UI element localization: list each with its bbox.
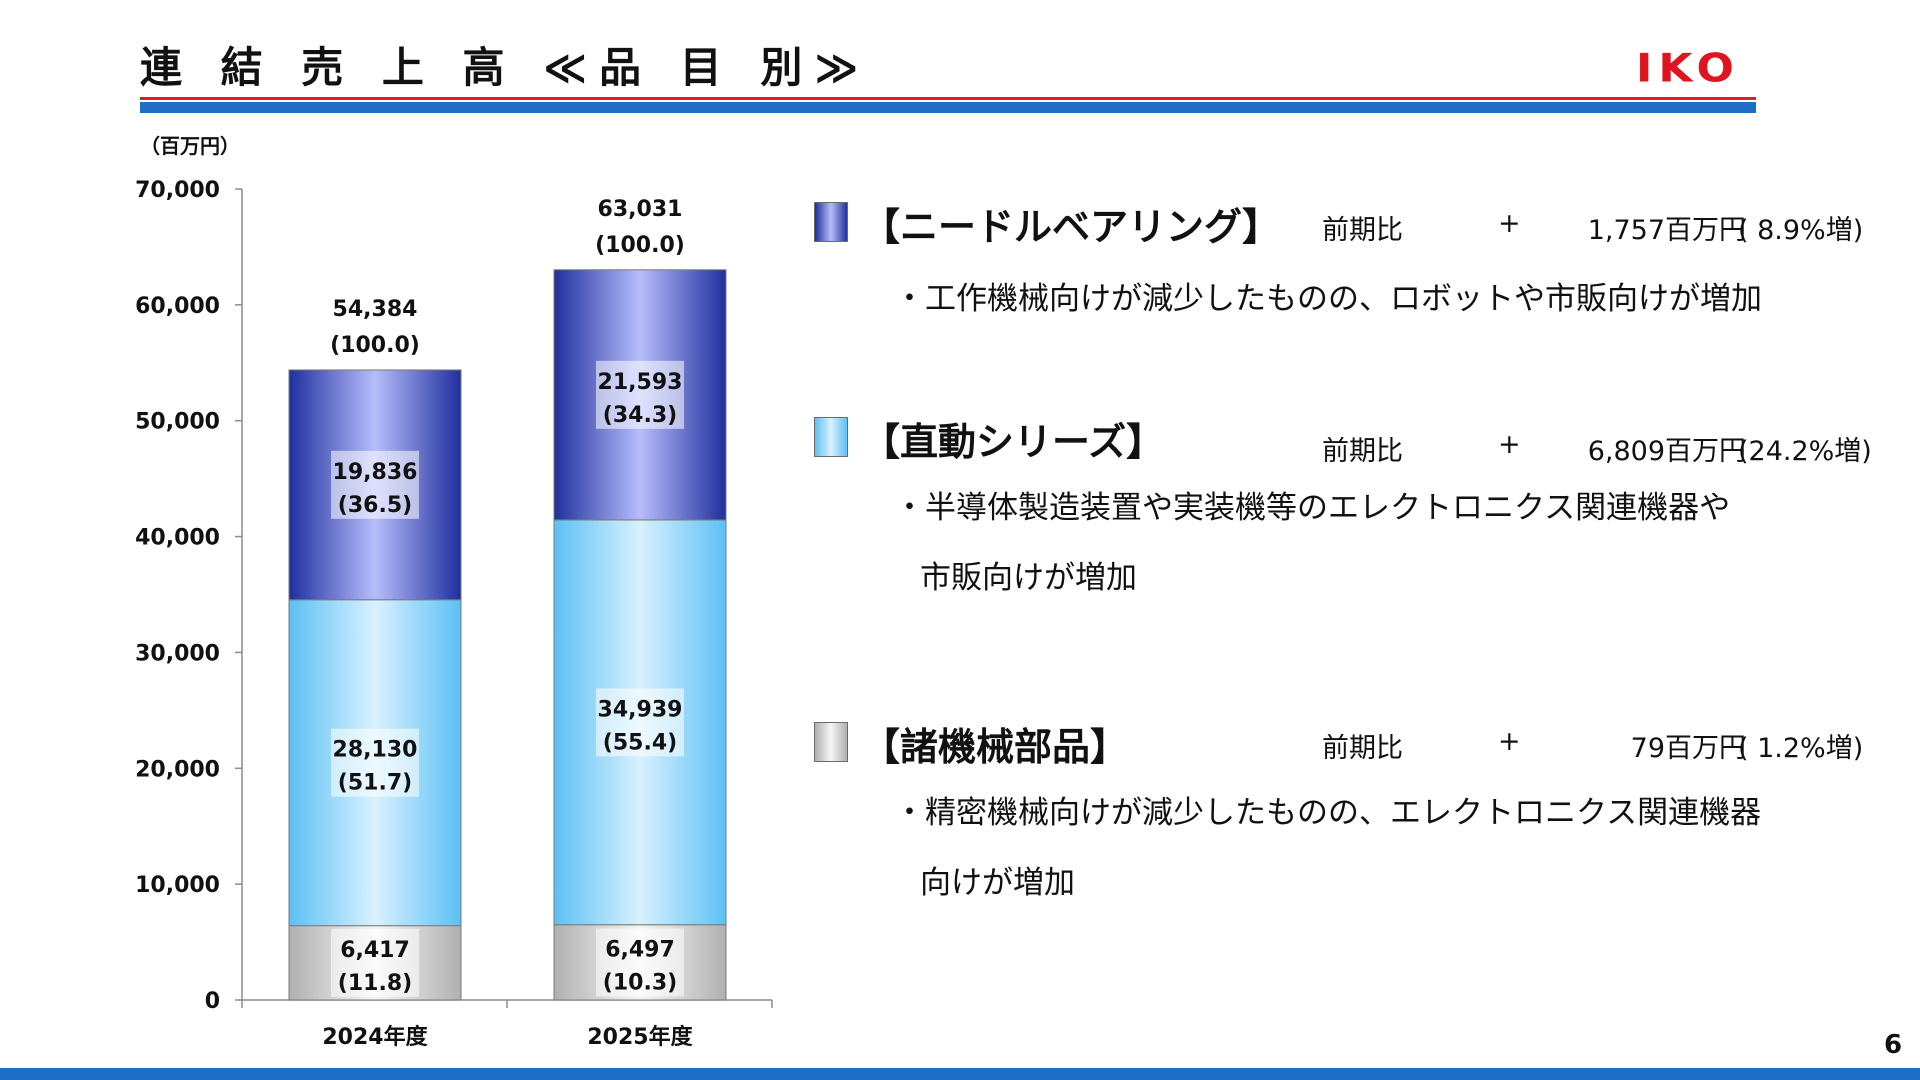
parts-cmp-label: 前期比 xyxy=(1322,733,1403,764)
y-tick-label: 20,000 xyxy=(135,757,220,782)
data-label-bg xyxy=(331,928,419,997)
data-label-share: (55.4) xyxy=(603,730,677,755)
footer-bar xyxy=(0,1068,1920,1080)
page-title: 連 結 売 上 高 ≪品 目 別≫ xyxy=(140,43,871,92)
data-label-share: (11.8) xyxy=(338,971,412,996)
stacked-bar-chart: 0 10,000 20,000 30,000 40,000 50,000 60,000 70,… xyxy=(135,178,773,1050)
y-tick-label: 60,000 xyxy=(135,294,220,319)
linear-cmp-pct: (24.2%増) xyxy=(1738,436,1872,467)
linear-desc-line-1: ・半導体製造装置や実装機等のエレクトロニクス関連機器や xyxy=(894,490,1731,526)
parts-cmp-pct: ( 1.2%増) xyxy=(1738,733,1864,764)
chart-axes: 0 10,000 20,000 30,000 40,000 50,000 60,000 70,… xyxy=(135,178,773,1050)
data-label-bg xyxy=(596,928,684,997)
needle-cmp-sign: + xyxy=(1498,208,1521,239)
legend-needle-title: 【ニードルベアリング】 xyxy=(862,205,1281,249)
y-tick-label: 30,000 xyxy=(135,641,220,666)
legend-linear-title: 【直動シリーズ】 xyxy=(862,420,1165,464)
linear-cmp-label: 前期比 xyxy=(1322,436,1403,467)
total-label-share: (100.0) xyxy=(330,333,420,358)
chart-bars xyxy=(288,269,727,1001)
data-label-bg xyxy=(331,450,419,519)
parts-desc-line-2: 向けが増加 xyxy=(920,865,1075,901)
data-label-value: 34,939 xyxy=(598,697,683,722)
needle-desc-line-1: ・工作機械向けが減少したものの、ロボットや市販向けが増加 xyxy=(894,281,1762,317)
parts-cmp-sign: + xyxy=(1498,726,1521,757)
legend-parts-title: 【諸機械部品】 xyxy=(862,725,1129,769)
linear-cmp-amount: 6,809百万円 xyxy=(1587,436,1746,467)
header-rule-red xyxy=(140,97,1756,100)
data-label-share: (51.7) xyxy=(338,771,412,796)
data-label-value: 21,593 xyxy=(598,370,683,395)
data-label-share: (10.3) xyxy=(603,970,677,995)
data-label-share: (36.5) xyxy=(338,493,412,518)
header-rule-blue xyxy=(140,102,1756,113)
needle-cmp-pct: ( 8.9%増) xyxy=(1738,215,1864,246)
total-label-value: 63,031 xyxy=(598,197,683,222)
data-label-bg xyxy=(596,360,684,429)
y-tick-label: 70,000 xyxy=(135,178,220,203)
needle-swatch xyxy=(814,202,848,242)
data-label-value: 6,417 xyxy=(340,938,410,963)
unit-label: （百万円） xyxy=(140,134,240,158)
data-label-value: 19,836 xyxy=(333,460,418,485)
x-category-label: 2024年度 xyxy=(322,1024,428,1050)
linear-desc-line-2: 市販向けが増加 xyxy=(920,560,1137,596)
data-label-share: (34.3) xyxy=(603,403,677,428)
total-label-value: 54,384 xyxy=(333,297,418,322)
parts-cmp-amount: 79百万円 xyxy=(1630,733,1746,764)
parts-desc-line-1: ・精密機械向けが減少したものの、エレクトロニクス関連機器 xyxy=(894,795,1762,831)
linear-cmp-sign: + xyxy=(1498,429,1521,460)
y-tick-label: 0 xyxy=(205,989,220,1014)
parts-swatch xyxy=(814,722,848,762)
x-category-label: 2025年度 xyxy=(587,1024,693,1050)
needle-cmp-label: 前期比 xyxy=(1322,215,1403,246)
data-label-value: 6,497 xyxy=(605,937,675,962)
data-label-value: 28,130 xyxy=(333,738,418,763)
linear-swatch xyxy=(814,417,848,457)
y-tick-label: 50,000 xyxy=(135,410,220,435)
page-number: 6 xyxy=(1884,1030,1903,1060)
needle-cmp-amount: 1,757百万円 xyxy=(1587,215,1746,246)
data-label-bg xyxy=(596,688,684,757)
y-tick-label: 10,000 xyxy=(135,873,220,898)
total-label-share: (100.0) xyxy=(595,233,685,258)
chart-labels: 6,417 (11.8) 28,130 (51.7) 19,836 (36.5) 54,38… xyxy=(330,197,685,997)
data-label-bg xyxy=(331,728,419,797)
y-tick-label: 40,000 xyxy=(135,526,220,551)
iko-logo: IKO xyxy=(1636,45,1740,92)
